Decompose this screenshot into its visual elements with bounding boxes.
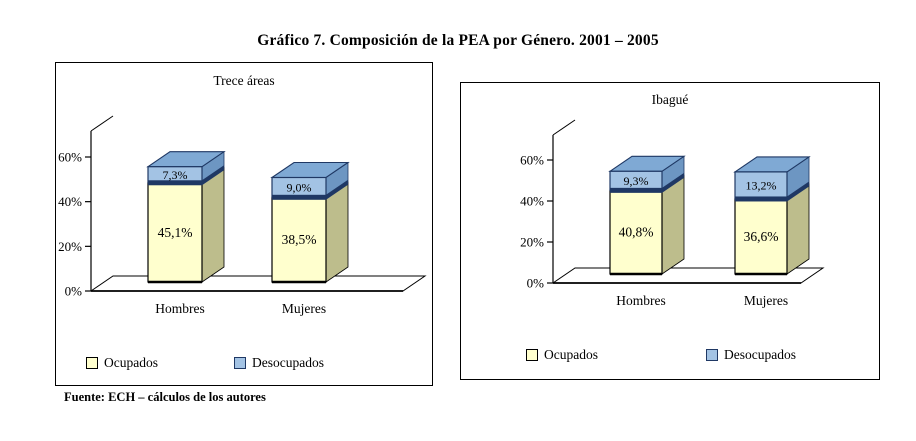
source-note: Fuente: ECH – cálculos de los autores (64, 390, 266, 404)
ocupados-value-label: 45,1% (158, 225, 193, 240)
chart-title-trece-areas: Trece áreas (213, 73, 275, 88)
legend-label-desocupados: Desocupados (252, 355, 324, 370)
y-tick-label: 20% (520, 235, 544, 250)
bar-mujeres: 36,6% 13,2% (733, 156, 811, 276)
ocupados-front-face (147, 182, 203, 283)
ocupados-swatch-icon (526, 349, 538, 361)
chart-panel-ibague: Ibagué 0% 20% 40% 60% 40,8% 9,3% Hombres 36,6% 1… (460, 82, 880, 380)
series-divider-band (148, 180, 202, 186)
x-category-label: Hombres (155, 301, 205, 316)
y-tick-label: 40% (520, 194, 544, 209)
x-category-label: Hombres (616, 293, 666, 308)
desocupados-value-label: 13,2% (746, 178, 777, 192)
legend-label-ocupados: Ocupados (104, 355, 158, 370)
ocupados-value-label: 36,6% (744, 229, 779, 244)
desocupados-value-label: 9,0% (287, 180, 312, 194)
y-tick-label: 20% (58, 239, 82, 254)
x-category-label: Mujeres (282, 301, 326, 316)
chart-trece-areas: 0% 20% 40% 60% 45,1% 7,3% Hombres 38,5% 9,0% Muje… (58, 115, 427, 316)
y-tick-label: 0% (65, 284, 83, 299)
series-divider-band (610, 187, 662, 193)
bar-hombres: 40,8% 9,3% (608, 155, 686, 276)
series-divider-band-side (787, 181, 809, 202)
series-divider-band-side (326, 179, 348, 200)
legend-label-ocupados: Ocupados (544, 347, 598, 362)
desocupados-swatch-icon (234, 357, 246, 369)
bar-hombres: 45,1% 7,3% (146, 150, 226, 284)
y-tick-label: 60% (58, 150, 82, 165)
legend-item-desocupados: Desocupados (706, 347, 796, 363)
y-tick-label: 40% (58, 194, 82, 209)
desocupados-front-face (734, 171, 788, 200)
series-divider-band-side (662, 172, 684, 193)
desocupados-swatch-icon (706, 349, 718, 361)
legend-label-desocupados: Desocupados (724, 347, 796, 362)
ocupados-value-label: 38,5% (282, 232, 317, 247)
legend-ibague: Ocupados Desocupados (461, 347, 879, 367)
ocupados-front-face (609, 189, 663, 275)
series-divider-band (735, 196, 787, 202)
ocupados-front-face (734, 198, 788, 275)
ocupados-front-face (271, 196, 327, 283)
series-divider-band (272, 194, 326, 200)
legend-trece-areas: Ocupados Desocupados (56, 355, 432, 375)
ocupados-swatch-icon (86, 357, 98, 369)
ocupados-value-label: 40,8% (619, 225, 654, 240)
chart-panel-trece-areas: Trece áreas 0% 20% 40% 60% 45,1% 7,3% Hombres 3… (55, 62, 433, 386)
ocupados-side-face (201, 167, 225, 283)
desocupados-value-label: 7,3% (163, 168, 188, 182)
legend-item-desocupados: Desocupados (234, 355, 324, 371)
y-tick-label: 60% (520, 153, 544, 168)
chart-title-ibague: Ibagué (651, 92, 689, 107)
axis-depth-edge (552, 119, 576, 136)
x-category-label: Mujeres (744, 293, 788, 308)
y-tick-label: 0% (527, 276, 545, 291)
legend-item-ocupados: Ocupados (526, 347, 598, 363)
bar-mujeres: 38,5% 9,0% (270, 161, 350, 284)
axis-depth-edge (90, 115, 114, 132)
desocupados-value-label: 9,3% (624, 174, 649, 188)
page-title: Gráfico 7. Composición de la PEA por Gén… (257, 32, 659, 49)
series-divider-band-side (202, 165, 224, 186)
chart-floor (89, 275, 427, 292)
chart-ibague: 0% 20% 40% 60% 40,8% 9,3% Hombres 36,6% 13,2% Muj… (520, 119, 825, 308)
legend-item-ocupados: Ocupados (86, 355, 158, 371)
